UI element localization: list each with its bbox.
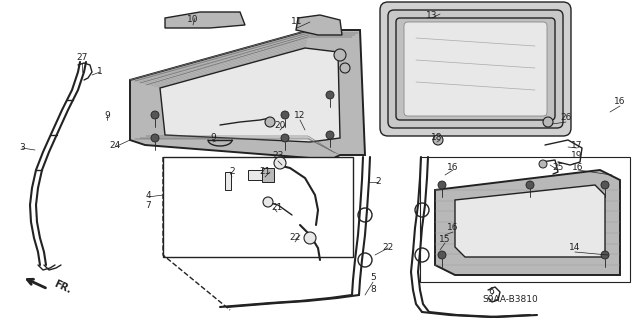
Bar (225, 172, 231, 190)
Bar (262, 168, 274, 182)
Text: 16: 16 (572, 162, 584, 172)
Circle shape (340, 63, 350, 73)
Polygon shape (160, 48, 340, 142)
Circle shape (151, 134, 159, 142)
Text: 27: 27 (76, 54, 88, 63)
Text: 19: 19 (572, 151, 583, 160)
Text: 14: 14 (570, 243, 580, 253)
Circle shape (326, 91, 334, 99)
Text: 15: 15 (439, 235, 451, 244)
Text: 16: 16 (614, 98, 626, 107)
FancyBboxPatch shape (388, 10, 563, 128)
Text: 2: 2 (229, 167, 235, 176)
Text: 2: 2 (375, 177, 381, 187)
Polygon shape (455, 185, 605, 257)
Circle shape (274, 157, 286, 169)
Text: 17: 17 (572, 140, 583, 150)
Text: 25: 25 (552, 164, 564, 173)
Text: 9: 9 (210, 133, 216, 143)
Polygon shape (130, 30, 365, 160)
Text: 4: 4 (145, 190, 151, 199)
Text: FR.: FR. (52, 279, 72, 295)
Polygon shape (165, 12, 245, 28)
Circle shape (438, 251, 446, 259)
Text: S9AA-B3810: S9AA-B3810 (482, 295, 538, 305)
Circle shape (438, 181, 446, 189)
Text: 22: 22 (289, 233, 301, 241)
Text: 8: 8 (370, 286, 376, 294)
FancyBboxPatch shape (380, 2, 571, 136)
Text: 26: 26 (560, 114, 572, 122)
Text: 21: 21 (259, 167, 271, 176)
Text: 13: 13 (426, 11, 438, 19)
Text: 16: 16 (447, 162, 459, 172)
Text: 9: 9 (104, 110, 110, 120)
Text: 1: 1 (97, 68, 103, 77)
Circle shape (304, 232, 316, 244)
Text: 6: 6 (488, 286, 494, 295)
Bar (163, 157, 353, 257)
Text: 20: 20 (275, 121, 285, 130)
Circle shape (265, 117, 275, 127)
Circle shape (433, 135, 443, 145)
Text: 21: 21 (271, 203, 283, 211)
Circle shape (281, 134, 289, 142)
FancyBboxPatch shape (396, 18, 555, 120)
Circle shape (281, 111, 289, 119)
Text: 10: 10 (188, 16, 199, 25)
Text: 23: 23 (272, 152, 284, 160)
Text: 24: 24 (109, 140, 120, 150)
Text: 7: 7 (145, 201, 151, 210)
Text: 16: 16 (447, 224, 459, 233)
Text: 22: 22 (382, 243, 394, 253)
Circle shape (601, 181, 609, 189)
Bar (420, 157, 630, 282)
Text: 11: 11 (291, 18, 303, 26)
Polygon shape (435, 170, 620, 275)
Text: 12: 12 (294, 110, 306, 120)
Text: 18: 18 (431, 133, 443, 143)
Circle shape (539, 160, 547, 168)
Circle shape (326, 131, 334, 139)
Circle shape (543, 117, 553, 127)
Text: 5: 5 (370, 273, 376, 283)
Circle shape (151, 111, 159, 119)
Text: 3: 3 (19, 144, 25, 152)
Circle shape (334, 49, 346, 61)
Polygon shape (296, 15, 342, 35)
Circle shape (526, 181, 534, 189)
Circle shape (601, 251, 609, 259)
Bar (248, 170, 270, 180)
FancyBboxPatch shape (404, 22, 547, 116)
Circle shape (263, 197, 273, 207)
